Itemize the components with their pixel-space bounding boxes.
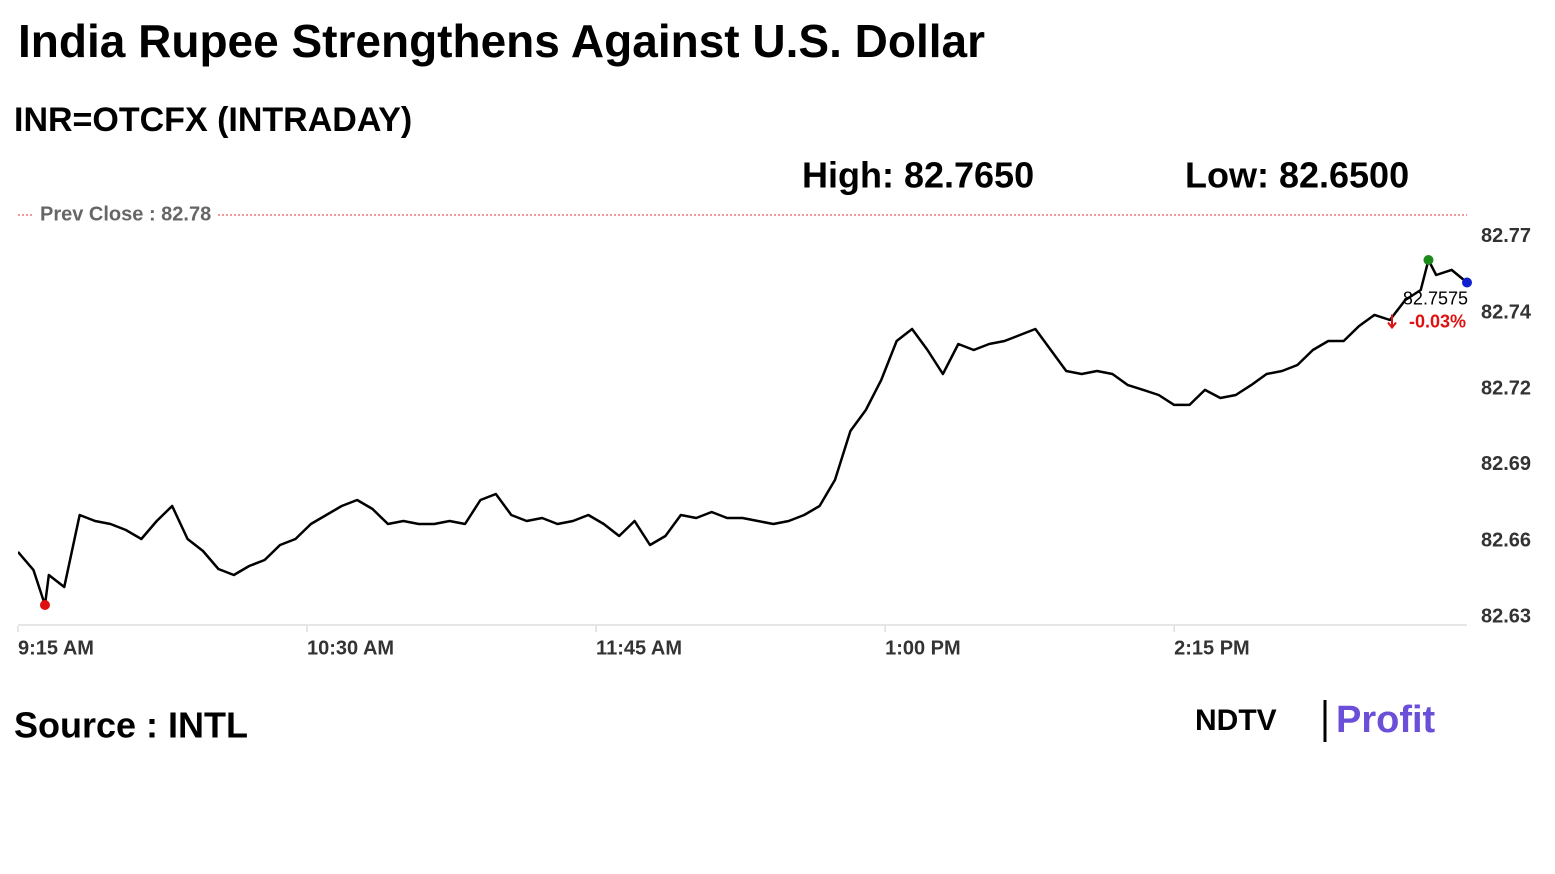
y-tick-label: 82.74 <box>1481 301 1532 323</box>
last-value-label: 82.7575 <box>1403 288 1468 308</box>
chart-title: India Rupee Strengthens Against U.S. Dol… <box>18 15 985 67</box>
logo-brand: NDTV <box>1195 704 1277 737</box>
y-tick-label: 82.72 <box>1481 377 1531 399</box>
x-tick-label: 11:45 AM <box>596 637 682 659</box>
x-tick-label: 9:15 AM <box>18 637 94 659</box>
low-marker <box>39 600 50 610</box>
logo-product: Profit <box>1336 699 1436 741</box>
source: Source : INTL <box>14 705 248 746</box>
x-tick-label: 2:15 PM <box>1174 637 1250 659</box>
price-line <box>18 258 1468 607</box>
change-label: -0.03% <box>1409 311 1466 331</box>
high-label: High: 82.7650 <box>802 155 1034 196</box>
last-marker <box>1462 277 1472 288</box>
x-tick-label: 10:30 AM <box>307 637 394 659</box>
y-tick-label: 82.77 <box>1481 225 1531 247</box>
y-tick-label: 82.66 <box>1481 529 1531 551</box>
y-tick-label: 82.69 <box>1481 453 1531 475</box>
down-arrow-icon <box>1387 314 1397 330</box>
plot-area: Prev Close : 82.78 <box>18 203 1468 607</box>
y-tick-label: 82.63 <box>1481 605 1531 627</box>
high-marker <box>1423 255 1434 265</box>
chart-subtitle: INR=OTCFX (INTRADAY) <box>14 101 412 139</box>
prev-close-label-bg <box>34 203 218 226</box>
x-tick-label: 1:00 PM <box>885 637 961 659</box>
low-label: Low: 82.6500 <box>1185 155 1409 196</box>
prev-close-label: Prev Close : 82.78 <box>40 203 211 225</box>
